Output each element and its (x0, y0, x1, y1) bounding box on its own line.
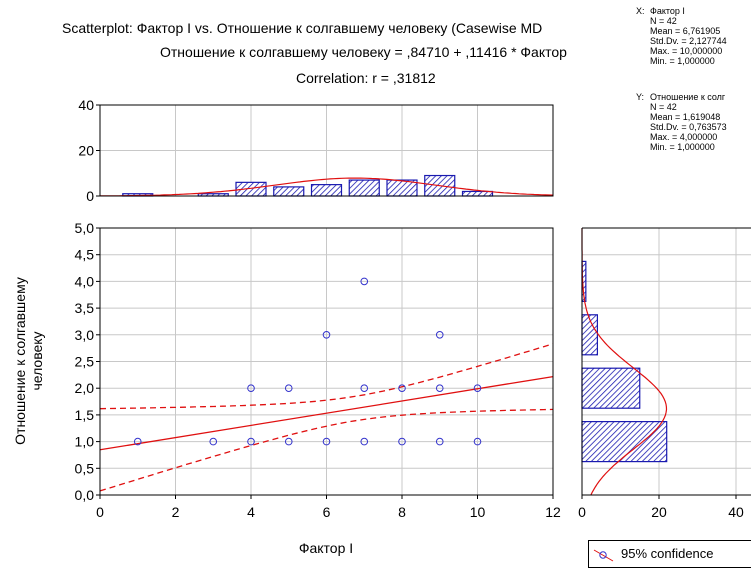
data-point (247, 384, 255, 393)
top-histogram-bar (273, 186, 305, 197)
y-stats-line: Отношение к солг (650, 92, 726, 102)
y-tick-label: 0,5 (75, 460, 95, 476)
data-point (435, 384, 444, 393)
y-stats-box: Y: Отношение к солг N = 42 Mean = 1,61904… (636, 92, 727, 152)
x-stats-line: N = 42 (650, 16, 677, 26)
right-x-tick-label: 0 (578, 504, 586, 520)
data-point (360, 437, 369, 446)
y-tick-label: 4,0 (75, 273, 95, 289)
data-point (435, 437, 444, 446)
plot-frame (99, 227, 554, 496)
y-axis-label-line: человеку (29, 331, 45, 390)
y-stats-line: N = 42 (650, 102, 677, 112)
x-stats-line: Std.Dv. = 2,127744 (650, 36, 727, 46)
data-point (398, 384, 406, 393)
x-tick-label: 12 (545, 504, 561, 520)
x-tick-label: 10 (470, 504, 486, 520)
confidence-band-upper (99, 343, 554, 410)
legend-label: 95% confidence (621, 546, 714, 561)
y-tick-label: 4,5 (75, 247, 95, 263)
y-stats-line: Min. = 1,000000 (650, 142, 715, 152)
y-stats-line: Mean = 1,619048 (650, 112, 721, 122)
top-y-tick-label: 40 (78, 97, 94, 113)
y-tick-label: 2,0 (75, 380, 95, 396)
x-tick-label: 0 (96, 504, 104, 520)
data-point (209, 437, 218, 446)
y-tick-label: 0,0 (75, 487, 95, 503)
top-histogram-frame (99, 104, 554, 197)
data-point (360, 384, 369, 393)
y-axis-label-line: Отношение к солгавшему (12, 277, 28, 445)
data-point (473, 384, 482, 393)
data-point (133, 437, 142, 446)
x-tick-label: 2 (172, 504, 180, 520)
regression-equation: Отношение к солгавшему человеку = ,84710… (160, 44, 567, 60)
top-histogram-bar (461, 190, 494, 197)
right-x-tick-label: 40 (728, 504, 744, 520)
x-axis-label: Фактор I (299, 540, 353, 556)
data-point (360, 277, 369, 286)
data-point (322, 331, 331, 339)
top-normal-curve (100, 177, 554, 197)
regression-line (99, 375, 554, 451)
y-tick-label: 2,5 (75, 354, 95, 370)
y-stats-line: Std.Dv. = 0,763573 (650, 122, 727, 132)
right-histogram-bar (581, 367, 641, 409)
top-y-tick-label: 0 (86, 188, 94, 204)
y-tick-label: 1,0 (75, 434, 95, 450)
data-point (284, 384, 293, 393)
right-histogram-bar (581, 421, 668, 463)
x-tick-label: 6 (323, 504, 331, 520)
top-histogram-bar (310, 184, 343, 197)
data-point (284, 437, 293, 446)
y-axis-label: Отношение к солгавшемучеловеку (12, 277, 45, 445)
y-tick-label: 3,0 (75, 327, 95, 343)
data-point (398, 437, 406, 446)
legend-swatch (593, 549, 614, 562)
x-stats-line: Mean = 6,761905 (650, 26, 721, 36)
y-stats-line: Max. = 4,000000 (650, 132, 718, 142)
right-x-tick-label: 20 (651, 504, 667, 520)
x-tick-label: 4 (247, 504, 255, 520)
top-histogram-bar (348, 179, 380, 197)
x-stats-line: Min. = 1,000000 (650, 56, 715, 66)
data-point (473, 437, 482, 446)
data-point (247, 437, 255, 446)
y-stats-head: Y: (636, 92, 645, 102)
top-y-tick-label: 20 (78, 143, 94, 159)
y-tick-label: 1,5 (75, 407, 95, 423)
x-stats-line: Фактор I (650, 6, 685, 16)
x-tick-label: 8 (398, 504, 406, 520)
legend: 95% confidence (588, 540, 751, 568)
data-point (435, 331, 444, 339)
y-tick-label: 5,0 (75, 220, 95, 236)
confidence-band-lower (99, 408, 554, 492)
data-point (322, 437, 331, 446)
x-stats-line: Max. = 10,000000 (650, 46, 723, 56)
y-tick-label: 3,5 (75, 300, 95, 316)
correlation-label: Correlation: r = ,31812 (296, 70, 436, 86)
right-histogram-frame (581, 227, 751, 496)
chart-title: Scatterplot: Фактор I vs. Отношение к со… (62, 20, 543, 36)
x-stats-head: X: (636, 6, 645, 16)
x-stats-box: X: Фактор I N = 42 Mean = 6,761905 Std.Dv… (636, 6, 727, 66)
